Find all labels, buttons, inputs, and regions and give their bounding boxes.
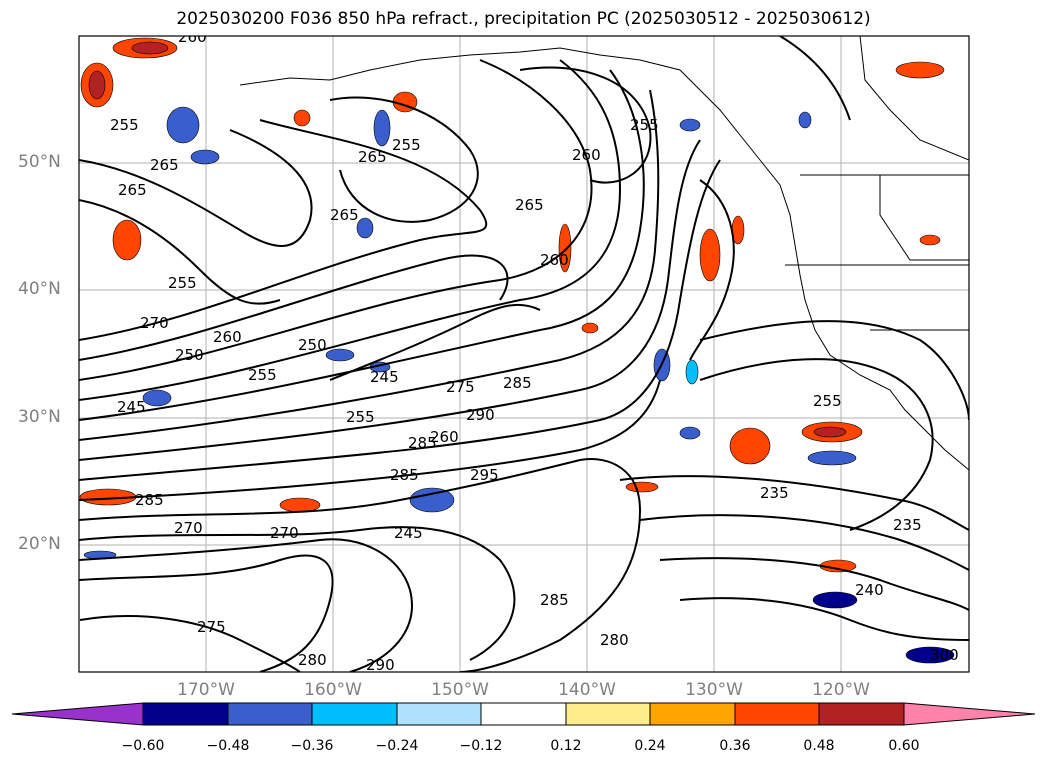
contour-label: 250 [175, 346, 204, 364]
contour-label: 265 [358, 148, 387, 166]
lat-label: 20°N [18, 534, 61, 554]
lon-label: 120°W [812, 680, 870, 700]
precip-negative [83, 106, 955, 664]
map-title: 2025030200 F036 850 hPa refract., precip… [176, 9, 871, 29]
plot-area [79, 36, 969, 672]
colorbar-cell [565, 702, 651, 726]
contour-label: 255 [346, 408, 375, 426]
contour-label: 265 [515, 196, 544, 214]
contour-label: 300 [930, 646, 959, 664]
lon-label: 170°W [177, 680, 235, 700]
colorbar-tick-label: 0.48 [803, 738, 835, 754]
contour-label: 270 [140, 314, 169, 332]
contour-label: 290 [466, 406, 495, 424]
contour-label: 260 [213, 328, 242, 346]
plot-frame [78, 35, 970, 673]
colorbar-tick-label: −0.24 [375, 738, 419, 754]
contour-label: 290 [366, 656, 395, 674]
colorbar-cell [396, 702, 482, 726]
contour-label: 285 [540, 591, 569, 609]
lat-label: 40°N [18, 279, 61, 299]
colorbar-cell [818, 702, 905, 726]
contour-label: 260 [430, 428, 459, 446]
colorbar-cell [311, 702, 398, 726]
contour-label: 275 [197, 618, 226, 636]
colorbar [11, 702, 1036, 726]
contour-label: 235 [760, 484, 789, 502]
contour-label: 245 [370, 368, 399, 386]
contour-label: 255 [630, 116, 659, 134]
contour-label: 245 [117, 398, 146, 416]
contour-labels: 260 255 265 265 255 265 260 255 265 265 … [110, 28, 959, 674]
contour-label: 265 [150, 156, 179, 174]
contour-label: 270 [270, 524, 299, 542]
colorbar-tick-label: 0.36 [719, 738, 751, 754]
contour-label: 285 [390, 466, 419, 484]
coastlines [239, 36, 969, 471]
contour-label: 245 [394, 524, 423, 542]
precip-positive [79, 37, 945, 573]
colorbar-tick-label: 0.24 [634, 738, 666, 754]
contour-label: 275 [446, 378, 475, 396]
lat-label: 30°N [18, 407, 61, 427]
contour-label: 260 [178, 28, 207, 46]
contour-label: 255 [168, 274, 197, 292]
contour-label: 250 [298, 336, 327, 354]
colorbar-cell [903, 702, 1036, 726]
lon-label: 140°W [558, 680, 616, 700]
colorbar-tick-label: −0.48 [206, 738, 250, 754]
contour-label: 260 [540, 251, 569, 269]
contour-label: 265 [330, 206, 359, 224]
contour-label: 280 [298, 651, 327, 669]
contour-label: 255 [248, 366, 277, 384]
lon-label: 130°W [685, 680, 743, 700]
colorbar-tick-label: −0.12 [459, 738, 503, 754]
contour-label: 240 [855, 581, 884, 599]
colorbar-cell [734, 702, 820, 726]
colorbar-cell [649, 702, 736, 726]
contour-label: 280 [600, 631, 629, 649]
colorbar-tick-label: 0.12 [550, 738, 582, 754]
colorbar-cell [142, 702, 229, 726]
contour-label: 255 [392, 136, 421, 154]
contour-label: 255 [110, 116, 139, 134]
lon-label: 160°W [304, 680, 362, 700]
contour-label: 255 [813, 392, 842, 410]
contour-label: 285 [408, 434, 437, 452]
contour-label: 285 [503, 374, 532, 392]
lon-label: 150°W [431, 680, 489, 700]
gridlines [79, 36, 969, 672]
colorbar-cell [11, 702, 144, 726]
colorbar-tick-label: 0.60 [888, 738, 920, 754]
contour-label: 285 [135, 491, 164, 509]
contour-label: 235 [893, 516, 922, 534]
colorbar-tick-label: −0.36 [290, 738, 334, 754]
lat-label: 50°N [18, 152, 61, 172]
colorbar-tick-label: −0.60 [121, 738, 165, 754]
contour-label: 270 [174, 519, 203, 537]
contour-label: 260 [572, 146, 601, 164]
refractivity-contours [79, 36, 969, 672]
contour-label: 265 [118, 181, 147, 199]
contour-label: 295 [470, 466, 499, 484]
colorbar-cell [480, 702, 567, 726]
colorbar-cell [227, 702, 313, 726]
